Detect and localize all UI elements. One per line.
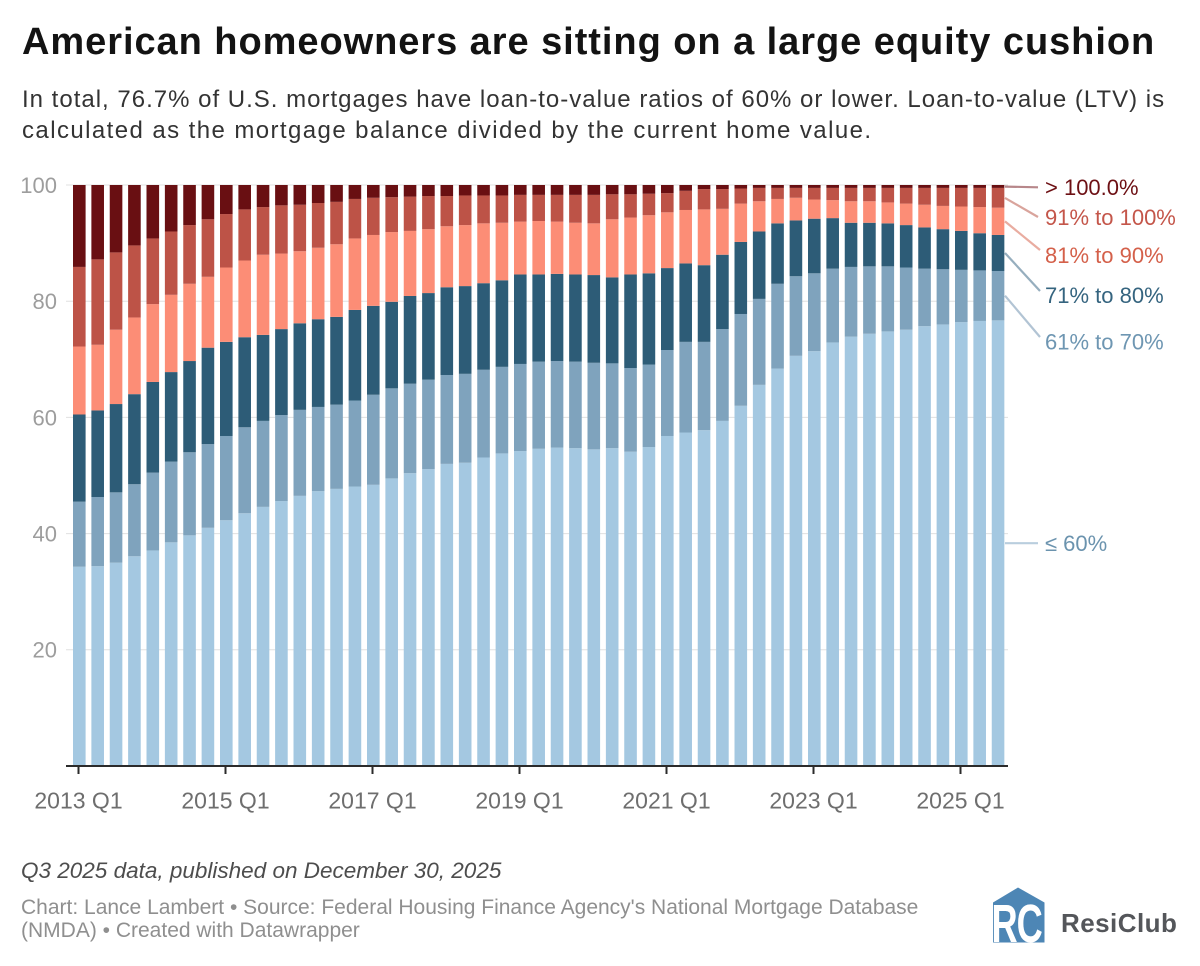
svg-text:60: 60 bbox=[33, 405, 57, 430]
svg-text:20: 20 bbox=[33, 638, 57, 663]
svg-text:40: 40 bbox=[33, 522, 57, 547]
svg-text:2013 Q1: 2013 Q1 bbox=[34, 788, 122, 814]
svg-text:2017 Q1: 2017 Q1 bbox=[328, 788, 416, 814]
svg-text:2021 Q1: 2021 Q1 bbox=[622, 788, 710, 814]
svg-text:2015 Q1: 2015 Q1 bbox=[181, 788, 269, 814]
svg-text:2023 Q1: 2023 Q1 bbox=[769, 788, 857, 814]
svg-text:2019 Q1: 2019 Q1 bbox=[475, 788, 563, 814]
svg-text:> 100.0%: > 100.0% bbox=[1045, 175, 1139, 200]
svg-text:100: 100 bbox=[20, 173, 57, 198]
svg-text:80: 80 bbox=[33, 289, 57, 314]
svg-text:91% to 100%: 91% to 100% bbox=[1045, 205, 1176, 230]
svg-text:2025 Q1: 2025 Q1 bbox=[916, 788, 1004, 814]
svg-text:61% to 70%: 61% to 70% bbox=[1045, 330, 1164, 355]
svg-text:71% to 80%: 71% to 80% bbox=[1045, 283, 1164, 308]
svg-text:≤ 60%: ≤ 60% bbox=[1045, 531, 1107, 556]
svg-text:RC: RC bbox=[992, 893, 1042, 946]
svg-text:81% to 90%: 81% to 90% bbox=[1045, 243, 1164, 268]
